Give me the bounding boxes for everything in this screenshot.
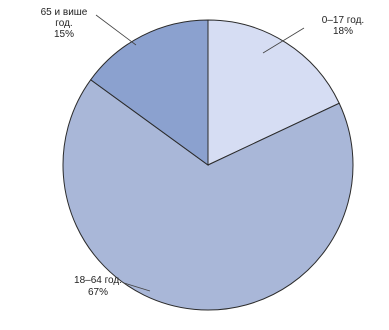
slice-labels: 0–17 год. 18% 18–64 год. 67% 65 и више год. 15… (41, 7, 365, 298)
pie-slice-0-17 (207, 19, 340, 166)
slice-label-line: год. (55, 18, 72, 29)
pie-slice-65-plus (89, 19, 209, 166)
pie-slices (62, 19, 354, 311)
slice-label-line: 0–17 год. (322, 15, 364, 26)
slice-label-line: 15% (54, 29, 74, 40)
slice-label-line: 67% (88, 287, 108, 298)
slice-label-line: 65 и више (41, 7, 88, 18)
leader-line-18-64 (123, 282, 151, 292)
slice-label-line: 18–64 год. (74, 275, 122, 286)
pie-slice-18-64 (62, 79, 354, 311)
slice-label-0-17: 0–17 год. 18% (322, 15, 364, 37)
leader-lines (95, 14, 305, 292)
slice-label-18-64: 18–64 год. 67% (74, 275, 122, 298)
slice-label-line: 18% (333, 26, 353, 37)
leader-line-65-plus (95, 14, 137, 46)
slice-label-65-plus: 65 и више год. 15% (41, 7, 88, 40)
leader-line-0-17 (262, 27, 305, 54)
